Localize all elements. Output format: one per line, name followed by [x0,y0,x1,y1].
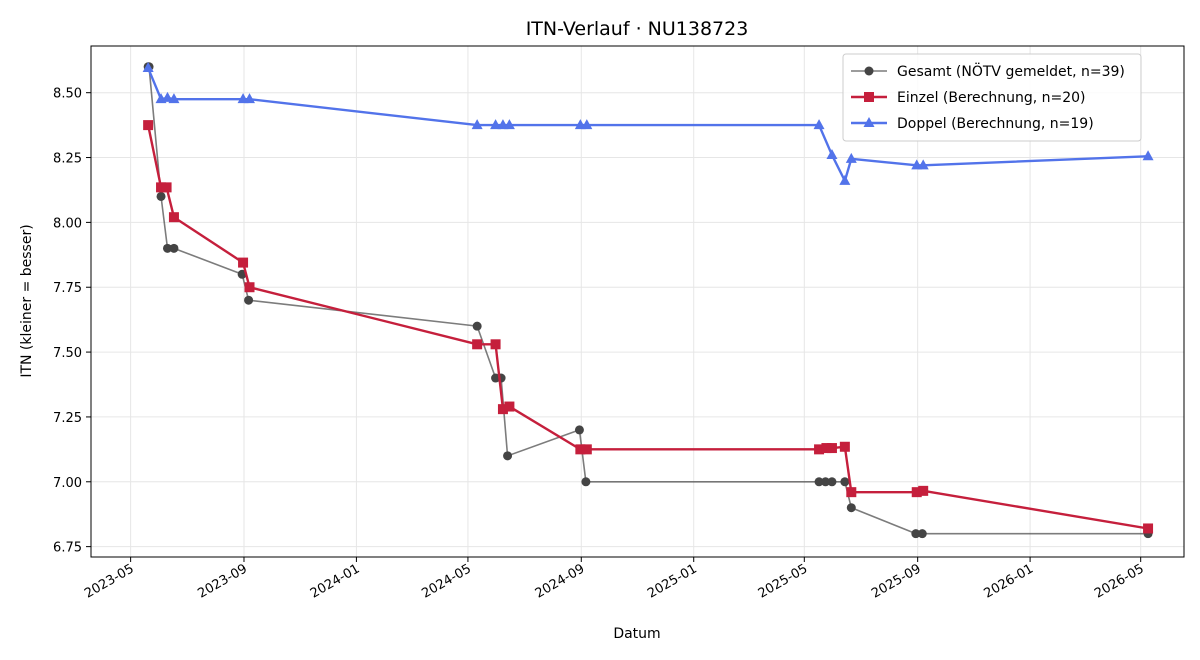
legend-marker [864,66,874,76]
data-point [161,91,173,102]
data-point [917,159,929,170]
y-tick-label: 8.00 [53,216,82,231]
series-triangle [142,62,1154,185]
data-point [821,477,831,487]
x-axis-title: Datum [613,626,660,642]
y-tick-label: 8.25 [53,152,82,167]
data-point [244,93,256,104]
data-point [581,477,591,487]
y-tick-label: 7.25 [53,411,82,426]
data-point [161,182,172,193]
data-point [826,148,838,159]
data-point [156,191,166,201]
data-point [911,487,922,498]
data-point [244,295,254,305]
data-point [168,93,180,104]
data-point [142,62,154,73]
data-point [575,444,586,455]
data-point [814,477,824,487]
data-point [1142,150,1154,161]
legend-entry: Einzel (Berechnung, n=20) [851,90,1086,106]
data-point [238,257,249,268]
data-point [472,321,482,331]
legend-box [842,53,1142,142]
data-point [503,451,513,461]
data-point [490,339,501,350]
data-point [169,243,179,253]
data-point [574,425,584,435]
data-point [497,404,508,415]
y-tick-label: 7.00 [53,476,82,491]
chart-title: ITN-Verlauf · NU138723 [526,18,749,40]
legend-label: Gesamt (NÖTV gemeldet, n=39) [897,62,1125,80]
data-point [917,529,927,539]
y-tick-label: 7.75 [53,281,82,296]
data-point [911,529,921,539]
series-layer [142,62,1154,539]
data-point [471,119,483,130]
data-point [581,444,592,455]
data-point [821,443,832,454]
data-point [143,120,154,131]
data-point [503,119,515,130]
legend-label: Einzel (Berechnung, n=20) [897,90,1086,106]
legend-label: Doppel (Berechnung, n=19) [897,116,1094,132]
data-point [839,441,850,452]
series-square [143,120,1154,534]
legend-marker [863,117,875,127]
data-point [156,182,167,193]
data-point [827,477,837,487]
y-tick-label: 7.50 [53,346,82,361]
y-tick-label: 8.50 [53,87,82,102]
data-point [244,282,255,293]
series-line [146,124,1149,530]
data-point [814,444,825,455]
data-point [490,119,502,130]
data-point [839,174,851,185]
plot-frame [90,45,1185,558]
legend: Gesamt (NÖTV gemeldet, n=39) Einzel (Bere… [842,53,1142,142]
y-tick-label: 6.75 [53,541,82,556]
data-point [581,119,593,130]
data-point [168,212,179,223]
data-point [162,243,172,253]
data-point [504,401,515,412]
data-point [1143,523,1154,534]
data-point [840,477,850,487]
series-circle [143,62,1153,539]
legend-entry: Gesamt (NÖTV gemeldet, n=39) [851,62,1125,80]
data-point [846,503,856,513]
data-point [845,152,857,163]
data-point [846,487,857,498]
y-axis: 6.75 7.00 7.25 7.50 7.75 8.00 8.25 8.50 [53,87,91,556]
y-axis-title: ITN (kleiner = besser) [19,224,35,377]
data-point [813,119,825,130]
data-point [472,339,483,350]
legend-entry: Doppel (Berechnung, n=19) [851,116,1094,132]
data-point [918,485,929,496]
data-point [826,443,837,454]
legend-marker [864,92,874,102]
